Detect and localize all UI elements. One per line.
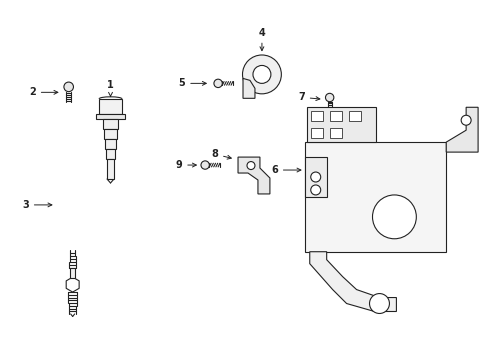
Circle shape [246,162,254,170]
Bar [348,111,360,121]
Text: 2: 2 [29,87,58,97]
Polygon shape [446,107,477,152]
Text: 9: 9 [175,160,196,170]
Text: 1: 1 [107,80,114,96]
Polygon shape [238,157,269,194]
Circle shape [460,115,470,125]
Circle shape [310,185,320,195]
Circle shape [372,195,415,239]
Bar [306,107,376,142]
Bar [107,159,114,179]
Bar [310,111,322,121]
Bar [106,149,115,159]
Circle shape [64,82,73,92]
Bar [99,99,122,114]
Circle shape [201,161,209,169]
Bar [103,119,118,129]
Circle shape [369,293,388,314]
Bar [304,142,446,252]
Circle shape [242,55,281,94]
Polygon shape [309,252,396,311]
Circle shape [213,79,222,87]
Bar [105,139,116,149]
Bar [310,128,322,138]
Bar [329,128,341,138]
Bar [70,268,75,278]
Text: 4: 4 [258,28,265,51]
Circle shape [325,93,333,102]
Bar [96,114,125,119]
Text: 5: 5 [178,78,206,88]
Bar [304,157,326,197]
Text: 7: 7 [297,92,319,102]
Bar [104,129,117,139]
Text: 6: 6 [270,165,300,175]
Circle shape [310,172,320,182]
Text: 3: 3 [22,200,52,210]
Bar [329,111,341,121]
Text: 8: 8 [211,149,231,159]
Polygon shape [243,78,254,98]
Circle shape [252,66,270,84]
